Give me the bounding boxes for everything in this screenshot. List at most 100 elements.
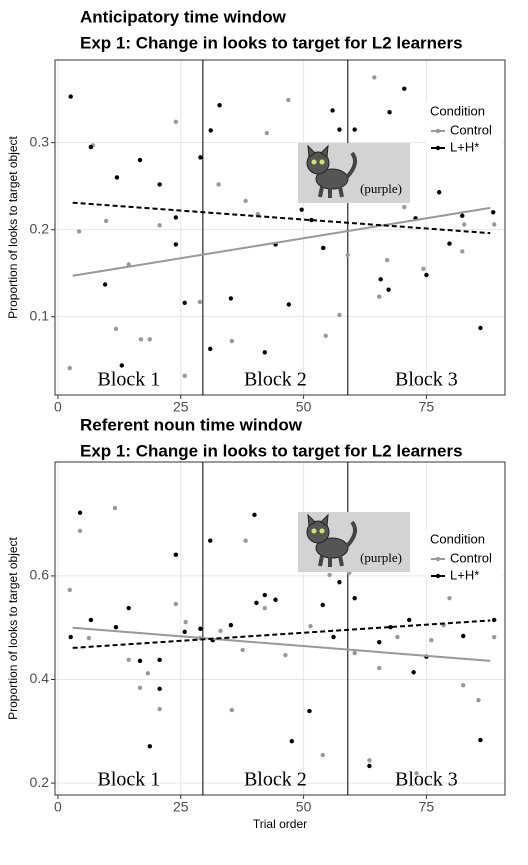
y-tick-label: 0.6 [30, 567, 50, 583]
data-point [139, 337, 143, 341]
data-point [217, 103, 221, 107]
y-tick-label: 0.2 [30, 774, 50, 790]
data-point [402, 87, 406, 91]
data-point [330, 108, 334, 112]
y-tick-label: 0.1 [30, 307, 50, 323]
data-point [198, 627, 202, 631]
data-point [198, 155, 202, 159]
data-point [287, 302, 291, 306]
cat-image: (purple) [298, 143, 410, 203]
data-point [265, 131, 269, 135]
legend-key-dot [436, 557, 440, 561]
data-point [460, 214, 464, 218]
chart-subtitle: Exp 1: Change in looks to target for L2 … [80, 441, 463, 460]
data-point [414, 771, 418, 775]
data-point [478, 738, 482, 742]
data-point [89, 145, 93, 149]
data-point [461, 683, 465, 687]
data-point [126, 658, 130, 662]
data-point [447, 596, 451, 600]
cat-eye [320, 160, 325, 165]
data-point [386, 288, 390, 292]
data-point [229, 296, 233, 300]
block-label: Block 2 [244, 369, 307, 391]
legend-label: Control [450, 122, 492, 137]
x-tick-label: 25 [173, 399, 189, 415]
data-point [209, 128, 213, 132]
legend-key-dot [436, 129, 440, 133]
data-point [157, 707, 161, 711]
data-point [372, 75, 376, 79]
data-point [352, 651, 356, 655]
legend-title: Condition [430, 103, 485, 118]
cat-eye [312, 529, 317, 534]
data-point [385, 258, 389, 262]
data-point [290, 739, 294, 743]
data-point [421, 267, 425, 271]
legend-label: Control [450, 550, 492, 565]
data-point [377, 640, 381, 644]
x-axis-label: Trial order [253, 817, 307, 831]
data-point [377, 294, 381, 298]
data-point [243, 199, 247, 203]
legend-title: Condition [430, 531, 485, 546]
data-point [183, 620, 187, 624]
data-point [157, 182, 161, 186]
data-point [114, 327, 118, 331]
block-label: Block 1 [98, 769, 161, 791]
data-point [411, 670, 415, 674]
data-point [138, 158, 142, 162]
data-point [367, 758, 371, 762]
data-point [308, 624, 312, 628]
x-tick-label: 25 [173, 799, 189, 815]
legend-label: L+H* [450, 567, 479, 582]
data-point [352, 127, 356, 131]
data-point [254, 601, 258, 605]
data-point [352, 596, 356, 600]
block-label: Block 1 [98, 369, 161, 391]
data-point [87, 636, 91, 640]
block-label: Block 3 [395, 369, 458, 391]
data-point [478, 326, 482, 330]
data-point [68, 366, 72, 370]
data-point [148, 337, 152, 341]
data-point [120, 363, 124, 367]
data-point [182, 630, 186, 634]
data-point [377, 666, 381, 670]
data-point [367, 764, 371, 768]
data-point [208, 539, 212, 543]
data-point [323, 334, 327, 338]
data-point [230, 708, 234, 712]
data-point [138, 659, 142, 663]
data-point [307, 709, 311, 713]
panel: Referent noun time window Exp 1: Change i… [6, 415, 505, 831]
chart-title: Referent noun time window [80, 415, 303, 434]
data-point [491, 210, 495, 214]
x-tick-label: 50 [296, 399, 312, 415]
data-point [299, 207, 303, 211]
data-point [252, 513, 256, 517]
data-point [273, 598, 277, 602]
data-point [462, 222, 466, 226]
data-point [115, 175, 119, 179]
data-point [321, 603, 325, 607]
image-caption: (purple) [360, 550, 402, 565]
data-point [263, 350, 267, 354]
legend-key-dot [436, 574, 440, 578]
data-point [331, 635, 335, 639]
data-point [78, 529, 82, 533]
data-point [68, 588, 72, 592]
data-point [229, 623, 233, 627]
data-point [240, 648, 244, 652]
data-point [437, 190, 441, 194]
data-point [182, 374, 186, 378]
data-point [283, 653, 287, 657]
data-point [157, 223, 161, 227]
data-point [89, 618, 93, 622]
x-tick-label: 75 [419, 799, 435, 815]
data-point [447, 241, 451, 245]
data-point [216, 182, 220, 186]
data-point [286, 98, 290, 102]
data-point [113, 506, 117, 510]
image-caption: (purple) [360, 181, 402, 196]
